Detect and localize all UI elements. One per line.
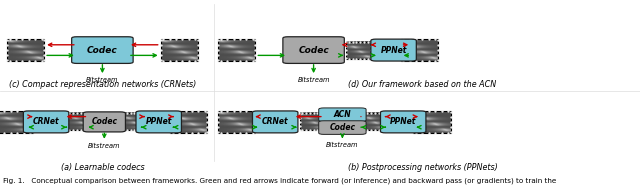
FancyBboxPatch shape [319,108,366,122]
Text: ACN: ACN [333,110,351,119]
Text: Codec: Codec [92,117,117,126]
FancyBboxPatch shape [380,111,426,133]
Text: Codec: Codec [87,46,118,55]
FancyBboxPatch shape [83,112,125,132]
FancyBboxPatch shape [371,39,417,61]
FancyBboxPatch shape [72,37,133,64]
Text: Codec: Codec [298,46,329,55]
Text: (c) Compact representation networks (CRNets): (c) Compact representation networks (CRN… [9,80,196,89]
Text: Bitstream: Bitstream [326,142,358,148]
Text: Codec: Codec [330,123,355,132]
Text: CRNet: CRNet [262,117,289,126]
Text: (d) Our framework based on the ACN: (d) Our framework based on the ACN [348,80,497,89]
Text: Bitstream: Bitstream [298,77,330,83]
FancyBboxPatch shape [319,121,366,134]
FancyBboxPatch shape [23,111,69,133]
Text: PPNet: PPNet [145,117,172,126]
Text: PPNet: PPNet [380,46,407,55]
FancyBboxPatch shape [252,111,298,133]
Text: (a) Learnable codecs: (a) Learnable codecs [61,163,144,172]
Text: Bitstream: Bitstream [88,143,120,149]
Text: PPNet: PPNet [390,117,417,126]
Text: CRNet: CRNet [33,117,60,126]
Text: Fig. 1.   Conceptual comparison between frameworks. Green and red arrows indicat: Fig. 1. Conceptual comparison between fr… [3,178,556,184]
Text: (b) Postprocessing networks (PPNets): (b) Postprocessing networks (PPNets) [348,163,497,172]
FancyBboxPatch shape [136,111,182,133]
Text: Bitstream: Bitstream [86,77,118,83]
FancyBboxPatch shape [283,37,344,64]
